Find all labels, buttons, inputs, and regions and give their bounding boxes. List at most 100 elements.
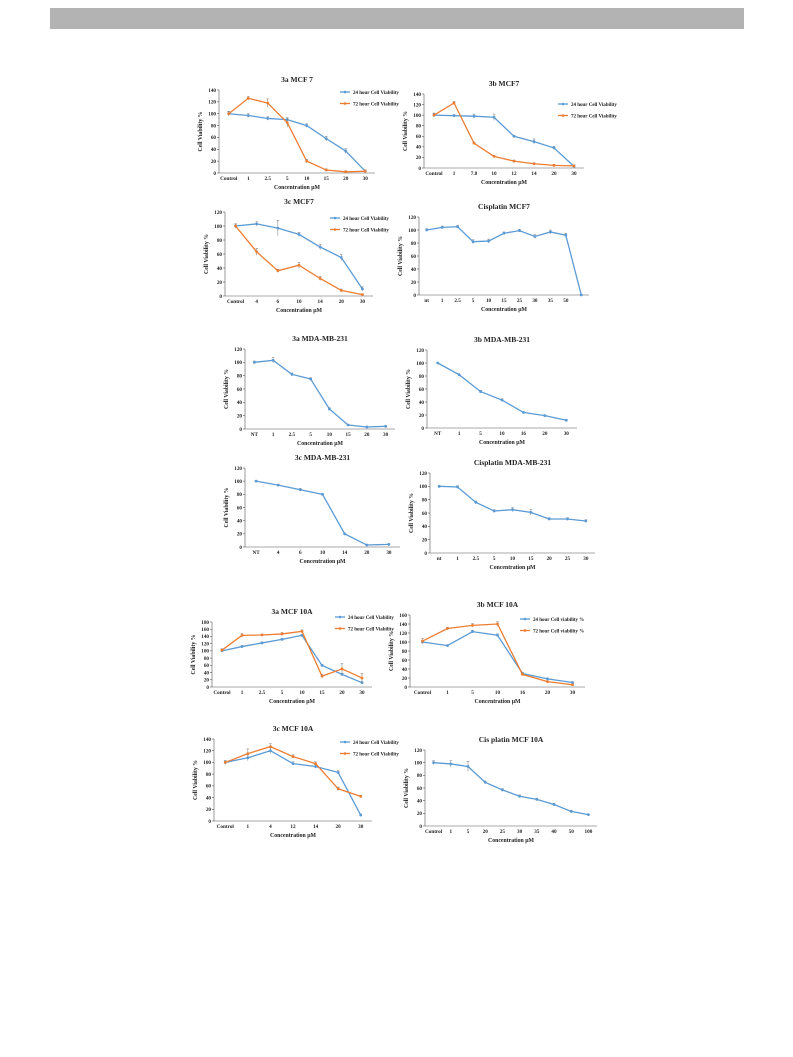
y-tick-label: 0 [404, 685, 407, 691]
chart-title: 3c MDA-MB-231 [295, 453, 350, 462]
data-point [360, 676, 364, 680]
x-tick-label: 16 [520, 690, 526, 696]
y-tick-label: 160 [201, 627, 209, 633]
y-axis-label: Cell Viability % [224, 369, 230, 409]
data-point [466, 765, 470, 768]
x-tick-label: 25 [565, 556, 571, 562]
data-point [324, 137, 328, 141]
x-axis-label: Concentration μM [490, 565, 536, 571]
legend-marker [561, 102, 565, 106]
data-point [472, 141, 476, 145]
chart-title: 3a MCF 7 [281, 75, 313, 84]
y-tick-label: 100 [234, 360, 242, 366]
data-point [472, 114, 476, 118]
data-point [297, 263, 301, 267]
x-tick-label: 5 [472, 298, 475, 304]
x-tick-label: 10 [296, 299, 302, 305]
y-tick-label: 80 [217, 238, 223, 244]
y-tick-label: 0 [239, 427, 242, 433]
data-point [255, 222, 259, 226]
y-tick-label: 20 [211, 159, 217, 165]
y-tick-label: 60 [211, 135, 217, 141]
x-tick-label: 20 [545, 690, 551, 696]
data-point [436, 361, 440, 365]
x-tick-label: 30 [386, 550, 392, 556]
chart-3b-mcf10a: 3b MCF 10A 0 20 40 60 80 100 120 140 160 Control 1 5… [389, 595, 600, 705]
y-tick-label: 100 [214, 224, 222, 230]
data-point [566, 517, 569, 521]
data-point [336, 787, 340, 791]
y-tick-label: 100 [408, 228, 416, 234]
y-tick-label: 100 [416, 361, 424, 367]
data-point [548, 230, 552, 234]
x-tick-label: NT [251, 432, 259, 438]
data-point [298, 488, 302, 492]
legend-marker [343, 752, 347, 755]
data-point [314, 765, 317, 768]
data-point [266, 117, 270, 120]
chart-title: 3b MCF 10A [477, 600, 519, 609]
data-point [387, 542, 391, 546]
y-tick-label: 40 [411, 267, 417, 273]
x-tick-label: 1 [456, 556, 459, 562]
data-point [569, 810, 573, 813]
x-tick-label: 6 [299, 550, 302, 556]
y-tick-label: 60 [419, 387, 425, 393]
y-tick-label: 100 [413, 113, 421, 119]
x-tick-label: 20 [339, 299, 345, 305]
x-tick-label: 4 [277, 550, 280, 556]
legend-marker [343, 90, 347, 94]
data-point [496, 633, 499, 637]
y-tick-label: 120 [201, 641, 209, 647]
y-tick-label: 40 [422, 524, 428, 530]
y-axis-label: Cell Viability % [193, 760, 199, 800]
data-point [500, 398, 504, 402]
legend-label: 24 hour Cell Viability [571, 103, 617, 108]
data-point [269, 745, 272, 749]
data-point [584, 519, 588, 523]
data-point [314, 762, 317, 765]
data-point [271, 358, 275, 362]
x-tick-label: 2.5 [265, 176, 272, 182]
x-tick-label: 1 [247, 176, 250, 182]
y-tick-label: 40 [206, 795, 212, 801]
legend-marker [338, 615, 342, 619]
data-point [252, 360, 256, 364]
y-tick-label: 100 [208, 112, 216, 118]
data-point [339, 289, 343, 292]
y-tick-label: 60 [422, 511, 428, 517]
y-tick-label: 60 [217, 252, 223, 258]
data-point [518, 229, 521, 233]
chart-3c-mcf10a: 3c MCF 10A 0 20 40 60 80 100 120 140 Control 1 4 12 1… [190, 722, 399, 852]
series-line-1 [255, 480, 389, 546]
data-point [359, 813, 363, 817]
y-tick-label: 140 [413, 92, 421, 98]
y-tick-label: 120 [419, 471, 427, 477]
y-tick-label: 0 [208, 819, 211, 825]
x-tick-label: 20 [551, 171, 557, 177]
y-tick-label: 140 [399, 622, 407, 628]
x-axis-label: Concentration μM [300, 559, 346, 565]
data-point [564, 233, 568, 237]
x-tick-label: 35 [534, 829, 540, 835]
x-tick-label: 25 [500, 829, 506, 835]
legend-label: 72 hour Cell Viability [343, 228, 389, 233]
x-axis-label: Concentration μM [274, 185, 320, 191]
y-axis-label: Cell Viability % [389, 631, 395, 671]
series-line-2 [228, 97, 366, 173]
data-point [546, 680, 549, 683]
y-tick-label: 20 [411, 280, 417, 286]
data-point [291, 755, 295, 758]
legend-label: 24 hour Cell viability % [533, 618, 584, 623]
y-tick-label: 120 [234, 466, 242, 472]
y-tick-label: 120 [413, 102, 421, 108]
series-line-1 [221, 634, 363, 684]
chart-title: Cisplatin MDA-MB-231 [474, 458, 552, 467]
data-point [321, 492, 324, 496]
series-line-1 [228, 113, 366, 172]
data-point [479, 390, 482, 393]
y-tick-label: 0 [239, 545, 242, 551]
chart-title: 3b MDA-MB-231 [474, 335, 530, 344]
x-tick-label: 5 [479, 431, 482, 437]
y-tick-label: 60 [411, 254, 417, 260]
